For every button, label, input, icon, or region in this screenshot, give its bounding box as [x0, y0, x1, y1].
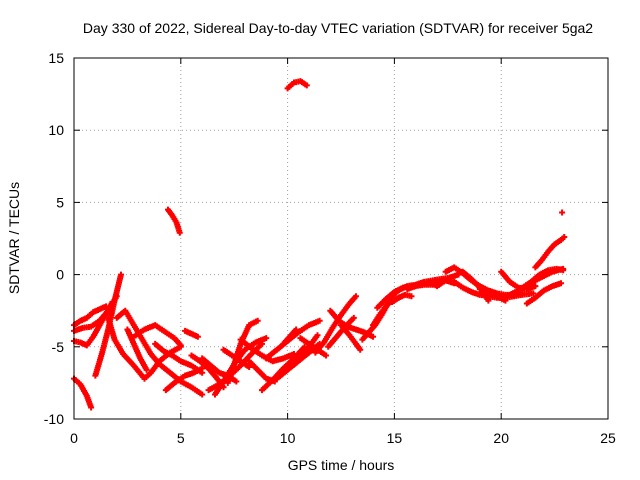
data-point [293, 326, 300, 333]
data-point [303, 82, 310, 89]
data-point [559, 209, 566, 216]
grid [74, 58, 608, 419]
data-point [143, 366, 150, 373]
data-point [357, 346, 364, 353]
x-tick-label: 10 [280, 430, 296, 446]
data-point [177, 343, 184, 350]
y-tick-label: 5 [56, 194, 64, 210]
data-point [88, 404, 95, 411]
x-tick-label: 5 [177, 430, 185, 446]
x-axis-label: GPS time / hours [288, 457, 395, 473]
x-tick-label: 20 [493, 430, 509, 446]
data-point [530, 290, 537, 297]
data-point [263, 335, 270, 342]
x-tick-label: 0 [70, 430, 78, 446]
data-point [558, 280, 565, 287]
plot-frame [73, 57, 609, 420]
y-tick-label: 0 [56, 267, 64, 283]
data-point [194, 333, 201, 340]
data-point [117, 271, 124, 278]
y-tick-label: 15 [48, 50, 64, 66]
data-point [254, 317, 261, 324]
data-point [561, 234, 568, 241]
data-point [560, 267, 567, 274]
data-point [408, 293, 415, 300]
chart-title: Day 330 of 2022, Sidereal Day-to-day VTE… [83, 20, 593, 36]
data-point [502, 297, 509, 304]
data-point [323, 352, 330, 359]
data-point [233, 378, 240, 385]
data-point [352, 293, 359, 300]
x-tick-label: 15 [387, 430, 403, 446]
data-point [316, 317, 323, 324]
data-point [199, 391, 206, 398]
y-axis-label: SDTVAR / TECUs [6, 182, 22, 294]
x-tick-labels: 0 5 10 15 20 25 [70, 430, 616, 446]
x-tick-label: 25 [600, 430, 616, 446]
data-point [350, 314, 357, 321]
y-tick-label: 10 [48, 122, 64, 138]
data-point [370, 333, 377, 340]
y-tick-labels: -10 -5 0 5 10 15 [44, 50, 64, 427]
data-points [71, 78, 568, 411]
data-point [485, 297, 492, 304]
data-point [314, 332, 321, 339]
y-tick-label: -5 [52, 339, 65, 355]
data-point [532, 283, 539, 290]
y-tick-label: -10 [44, 411, 64, 427]
data-point [176, 229, 183, 236]
axis-ticks [73, 57, 609, 420]
